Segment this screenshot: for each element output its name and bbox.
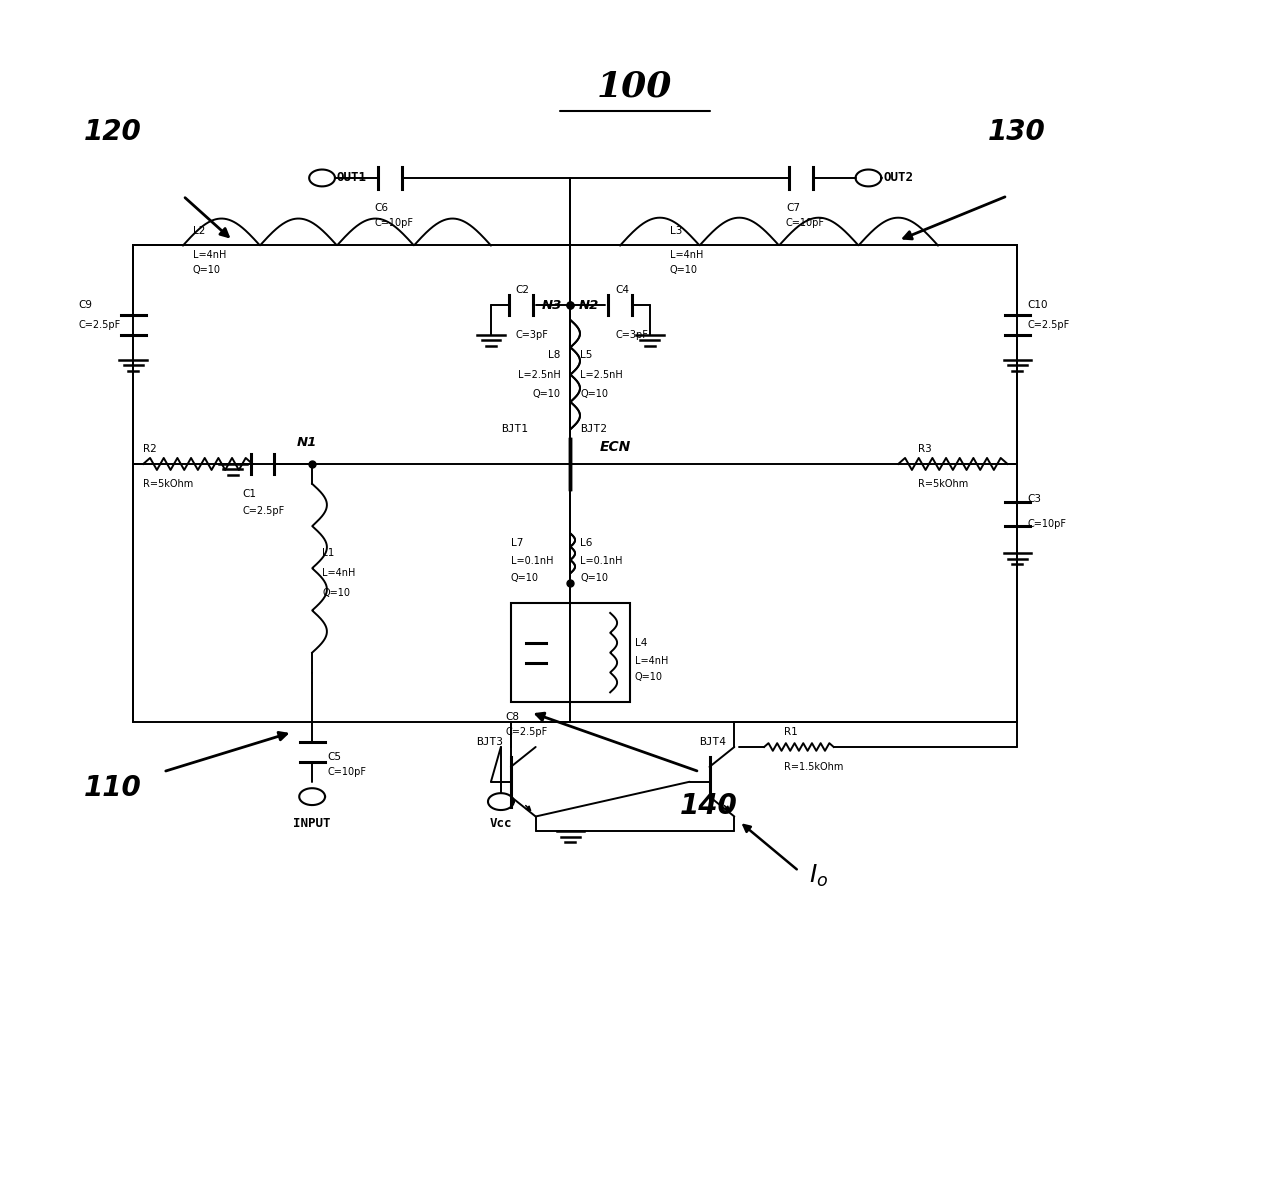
Text: $\mathit{I_o}$: $\mathit{I_o}$ [809,863,828,889]
Text: OUT1: OUT1 [337,172,366,184]
Text: L=0.1nH: L=0.1nH [581,556,623,567]
Text: Q=10: Q=10 [193,266,221,275]
Text: C7: C7 [786,203,800,213]
Text: C10: C10 [1027,300,1047,310]
Text: C=10pF: C=10pF [786,218,825,227]
Text: C2: C2 [516,285,530,295]
Text: L=4nH: L=4nH [635,656,668,665]
Text: C6: C6 [375,203,389,213]
Text: Q=10: Q=10 [533,390,560,399]
Text: C=3pF: C=3pF [615,330,648,339]
Text: L8: L8 [548,350,560,360]
Text: 130: 130 [988,118,1045,147]
Text: Q=10: Q=10 [581,390,609,399]
Text: INPUT: INPUT [293,817,331,830]
Text: L5: L5 [581,350,592,360]
Text: L4: L4 [635,638,648,647]
Text: C=2.5pF: C=2.5pF [506,727,548,737]
Text: Q=10: Q=10 [581,573,609,583]
Text: C=10pF: C=10pF [375,218,413,227]
Text: R=5kOhm: R=5kOhm [143,479,194,488]
Text: BJT3: BJT3 [476,737,503,747]
Text: Q=10: Q=10 [322,588,350,598]
Text: ECN: ECN [600,440,630,454]
Text: R3: R3 [918,444,932,454]
Text: R2: R2 [143,444,157,454]
Text: C9: C9 [79,300,93,310]
Text: L=2.5nH: L=2.5nH [517,369,560,380]
Text: 120: 120 [84,118,142,147]
Text: L6: L6 [581,539,592,549]
Text: N2: N2 [578,298,598,312]
Text: L2: L2 [193,225,205,236]
Text: OUT2: OUT2 [884,172,913,184]
Text: C1: C1 [242,488,256,499]
Text: N3: N3 [543,298,563,312]
Text: C=2.5pF: C=2.5pF [1027,320,1070,330]
Text: 110: 110 [84,774,142,801]
Text: C4: C4 [615,285,629,295]
Text: BJT2: BJT2 [581,425,607,434]
Text: 140: 140 [680,792,738,819]
Text: BJT1: BJT1 [501,425,527,434]
Text: L=0.1nH: L=0.1nH [511,556,553,567]
Text: C=3pF: C=3pF [516,330,549,339]
Text: C=2.5pF: C=2.5pF [79,320,120,330]
Text: L=2.5nH: L=2.5nH [581,369,623,380]
Text: R=5kOhm: R=5kOhm [918,479,969,488]
Text: L3: L3 [670,225,682,236]
Text: C=10pF: C=10pF [1027,518,1066,528]
Text: C8: C8 [506,712,520,722]
Text: N1: N1 [297,435,317,449]
Text: L=4nH: L=4nH [670,250,704,260]
Text: R=1.5kOhm: R=1.5kOhm [784,761,843,772]
Text: C3: C3 [1027,493,1041,504]
Text: L7: L7 [511,539,524,549]
Text: L1: L1 [322,549,335,558]
Text: L=4nH: L=4nH [322,568,355,579]
Text: C5: C5 [327,752,341,761]
Text: C=10pF: C=10pF [327,766,366,777]
Bar [511,603,630,703]
Text: BJT4: BJT4 [700,737,727,747]
Text: Q=10: Q=10 [511,573,539,583]
Text: Q=10: Q=10 [670,266,697,275]
Text: Vcc: Vcc [489,817,512,830]
Text: C=2.5pF: C=2.5pF [242,505,285,516]
Text: R1: R1 [784,727,798,737]
Text: 100: 100 [596,70,672,103]
Text: L=4nH: L=4nH [193,250,226,260]
Text: Q=10: Q=10 [635,672,663,682]
